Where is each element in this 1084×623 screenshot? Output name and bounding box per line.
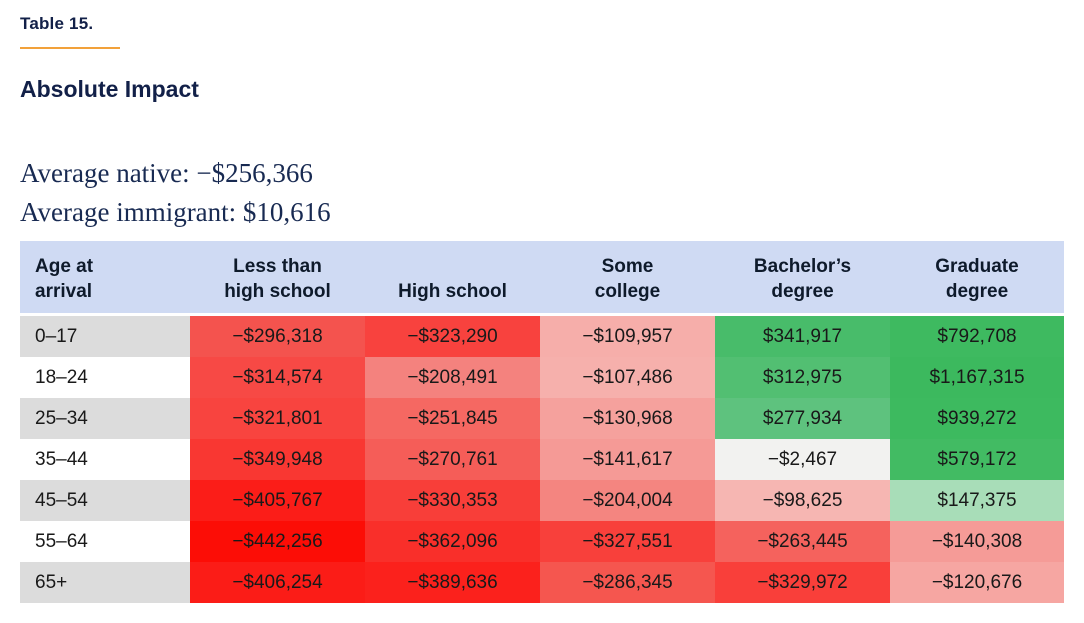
value-cell: −$263,445 [715, 521, 890, 562]
value-cell: −$107,486 [540, 357, 715, 398]
age-cell: 45–54 [20, 480, 190, 521]
value-cell: −$321,801 [190, 398, 365, 439]
value-cell: $277,934 [715, 398, 890, 439]
value-cell: −$2,467 [715, 439, 890, 480]
table-row: 25–34 −$321,801 −$251,845 −$130,968 $277,934… [20, 398, 1064, 439]
accent-rule [20, 47, 120, 49]
age-cell: 25–34 [20, 398, 190, 439]
value-cell: −$314,574 [190, 357, 365, 398]
column-header-high-school: High school [365, 241, 540, 316]
value-cell: $341,917 [715, 314, 890, 357]
value-cell: −$208,491 [365, 357, 540, 398]
value-cell: −$349,948 [190, 439, 365, 480]
age-cell: 0–17 [20, 314, 190, 357]
value-cell: −$389,636 [365, 562, 540, 603]
value-cell: −$362,096 [365, 521, 540, 562]
value-cell: −$120,676 [890, 562, 1064, 603]
table-row: 55–64 −$442,256 −$362,096 −$327,551 −$263,44… [20, 521, 1064, 562]
value-cell: −$286,345 [540, 562, 715, 603]
value-cell: −$405,767 [190, 480, 365, 521]
value-cell: −$251,845 [365, 398, 540, 439]
average-immigrant-line: Average immigrant: $10,616 [20, 197, 331, 227]
value-cell: $147,375 [890, 480, 1064, 521]
table-annotations: Average native: −$256,366 Average immigr… [20, 154, 1064, 232]
table-row: 18–24 −$314,574 −$208,491 −$107,486 $312,975… [20, 357, 1064, 398]
value-cell: −$329,972 [715, 562, 890, 603]
impact-table-header: Age at arrival Less than high school High … [20, 241, 1064, 316]
table-row: 35–44 −$349,948 −$270,761 −$141,617 −$2,467 $… [20, 439, 1064, 480]
value-cell: −$109,957 [540, 314, 715, 357]
header-row: Age at arrival Less than high school High … [20, 241, 1064, 316]
age-cell: 55–64 [20, 521, 190, 562]
value-cell: $579,172 [890, 439, 1064, 480]
value-cell: $312,975 [715, 357, 890, 398]
value-cell: −$141,617 [540, 439, 715, 480]
absolute-impact-table: Age at arrival Less than high school High … [20, 241, 1064, 603]
value-cell: −$140,308 [890, 521, 1064, 562]
impact-table-body: 0–17 −$296,318 −$323,290 −$109,957 $341,917 $… [20, 314, 1064, 603]
value-cell: $1,167,315 [890, 357, 1064, 398]
report-page: Table 15. Absolute Impact Average native… [20, 14, 1064, 603]
column-header-age-at-arrival: Age at arrival [20, 241, 190, 316]
average-native-line: Average native: −$256,366 [20, 158, 313, 188]
age-cell: 35–44 [20, 439, 190, 480]
age-cell: 18–24 [20, 357, 190, 398]
table-row: 45–54 −$405,767 −$330,353 −$204,004 −$98,625… [20, 480, 1064, 521]
value-cell: $939,272 [890, 398, 1064, 439]
value-cell: −$270,761 [365, 439, 540, 480]
age-cell: 65+ [20, 562, 190, 603]
value-cell: −$442,256 [190, 521, 365, 562]
value-cell: −$296,318 [190, 314, 365, 357]
column-header-bachelor-s-degree: Bachelor’s degree [715, 241, 890, 316]
value-cell: −$130,968 [540, 398, 715, 439]
value-cell: $792,708 [890, 314, 1064, 357]
column-header-graduate-degree: Graduate degree [890, 241, 1064, 316]
table-row: 0–17 −$296,318 −$323,290 −$109,957 $341,917 $… [20, 314, 1064, 357]
value-cell: −$98,625 [715, 480, 890, 521]
column-header-some-college: Some college [540, 241, 715, 316]
table-number-label: Table 15. [20, 14, 94, 33]
table-row: 65+ −$406,254 −$389,636 −$286,345 −$329,972−… [20, 562, 1064, 603]
value-cell: −$323,290 [365, 314, 540, 357]
value-cell: −$330,353 [365, 480, 540, 521]
value-cell: −$204,004 [540, 480, 715, 521]
column-header-less-than-high-school: Less than high school [190, 241, 365, 316]
value-cell: −$406,254 [190, 562, 365, 603]
value-cell: −$327,551 [540, 521, 715, 562]
table-title: Absolute Impact [20, 76, 199, 102]
